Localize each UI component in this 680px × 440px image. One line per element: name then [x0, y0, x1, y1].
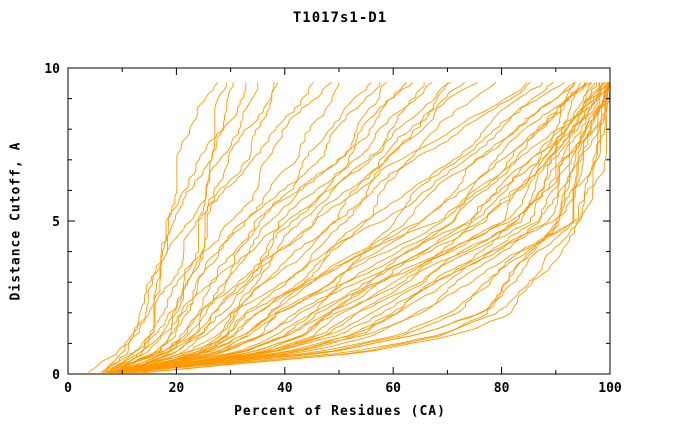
model-curve — [132, 82, 588, 373]
x-tick-label: 0 — [64, 381, 72, 396]
model-curve — [120, 82, 597, 373]
model-curve — [118, 82, 543, 373]
model-curve — [118, 82, 388, 373]
x-tick-label: 20 — [169, 381, 185, 396]
x-tick-label: 80 — [494, 381, 510, 396]
model-curve — [87, 82, 247, 373]
model-curve — [112, 82, 554, 373]
model-curve — [112, 82, 259, 373]
model-curve — [113, 82, 608, 373]
model-curve — [105, 82, 227, 373]
model-curve — [111, 82, 575, 373]
model-curve — [109, 82, 606, 373]
model-curve — [106, 82, 586, 373]
model-curve — [117, 82, 593, 373]
model-curve — [144, 82, 611, 373]
chart-title: T1017s1-D1 — [292, 10, 388, 26]
model-curve — [123, 82, 610, 373]
model-curve — [111, 82, 611, 373]
model-curve — [127, 82, 611, 373]
model-curve — [115, 82, 497, 373]
x-tick-label: 100 — [598, 381, 622, 396]
model-curve — [131, 82, 601, 373]
model-curve — [121, 82, 610, 373]
model-curve — [109, 82, 414, 373]
model-curve — [112, 82, 527, 373]
model-curve — [124, 82, 408, 373]
model-curve — [111, 82, 606, 373]
model-curve — [104, 82, 452, 373]
model-curve — [116, 82, 433, 373]
model-curve — [103, 82, 381, 373]
model-curve — [129, 82, 576, 373]
model-curve — [119, 82, 592, 373]
model-curve — [112, 82, 610, 373]
x-tick-label: 40 — [277, 381, 293, 396]
model-curve — [108, 82, 333, 373]
model-curve — [107, 82, 278, 373]
model-curve — [102, 82, 219, 373]
plot-border — [67, 67, 611, 375]
model-curve — [112, 82, 425, 373]
model-curve — [132, 82, 448, 373]
model-curve — [135, 82, 611, 373]
model-curve — [140, 82, 611, 373]
y-tick-label: 5 — [52, 215, 60, 230]
model-curve — [115, 81, 478, 373]
model-curve — [121, 82, 531, 373]
x-tick-label: 60 — [385, 381, 401, 396]
y-axis-label: Distance Cutoff, A — [8, 141, 24, 301]
model-curve — [106, 82, 340, 373]
model-curve — [100, 82, 315, 373]
model-curve — [122, 82, 608, 373]
model-curve — [112, 82, 372, 373]
model-curve — [113, 82, 582, 373]
y-tick-label: 0 — [52, 368, 60, 383]
model-curve — [127, 82, 604, 373]
y-tick-label: 10 — [44, 62, 60, 77]
model-curve — [121, 82, 565, 373]
x-axis-label: Percent of Residues (CA) — [234, 404, 446, 419]
model-curve — [111, 82, 576, 373]
model-curve — [125, 82, 465, 373]
model-curve — [106, 82, 275, 373]
model-curve — [122, 82, 608, 373]
